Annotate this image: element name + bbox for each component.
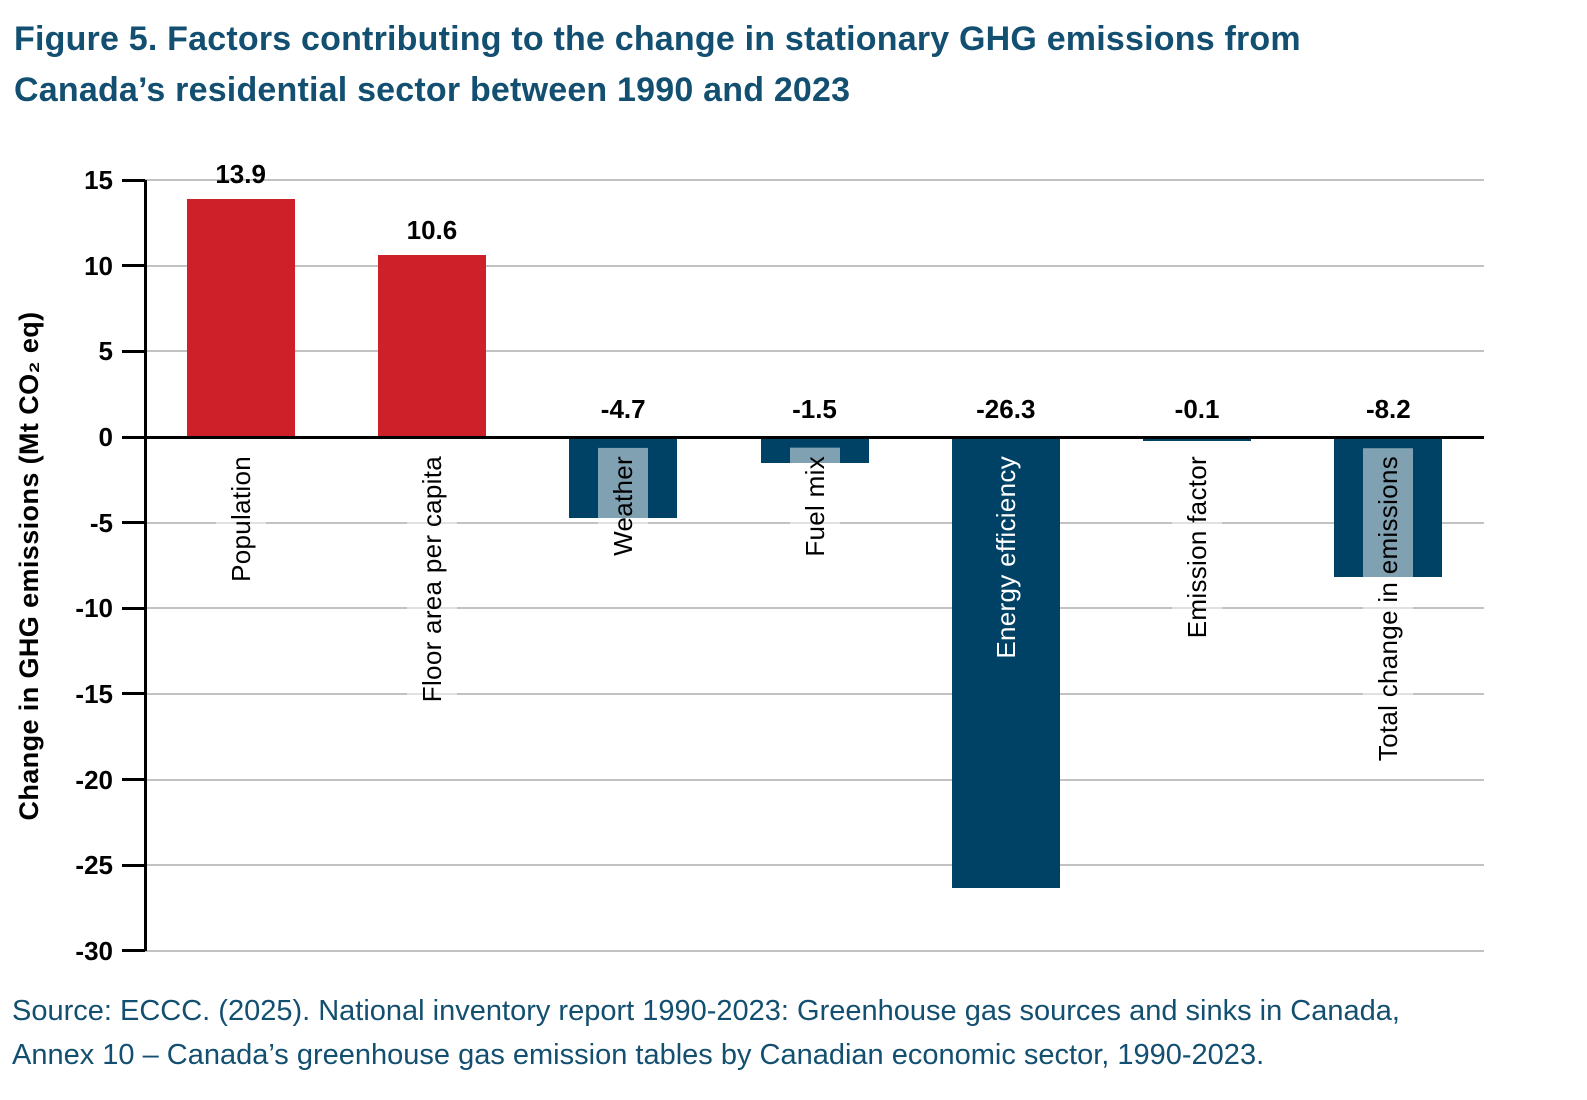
bar-value-label: -26.3 [976,394,1036,424]
y-tick [122,521,145,525]
bar-category-label: Fuel mix [789,448,840,565]
bar-value-label: 10.6 [406,215,458,246]
y-tick-label: 15 [84,165,113,196]
bar [951,437,1060,888]
source-note: Source: ECCC. (2025). National inventory… [12,995,1400,1071]
y-tick [122,949,145,953]
y-tick-label: -25 [75,850,113,881]
bar-value-label: -4.7 [600,394,646,424]
y-tick-label: -10 [75,593,113,624]
bar-category-label: Total change in emissions [1363,448,1414,770]
bar-category-label: Emission factor [1172,448,1223,647]
grid-line [145,264,1484,267]
y-tick-label: 5 [98,336,113,367]
bar [1143,437,1252,441]
y-tick [122,435,145,439]
y-tick [122,178,145,182]
y-tick-label: 10 [84,250,113,281]
y-axis-line [143,180,147,951]
grid-line [145,778,1484,781]
bar-category-label: Floor area per capita [406,448,457,711]
y-tick-label: -20 [75,764,113,795]
y-tick [122,606,145,610]
bar-category-label: Population [215,448,266,590]
bar [377,255,486,437]
bar-category-label: Weather [598,448,649,564]
grid-line [145,692,1484,695]
y-tick [122,863,145,867]
grid-line [145,179,1484,182]
y-tick [122,692,145,696]
bar-value-label: 13.9 [215,158,266,189]
grid-line [145,350,1484,353]
bar-value-label: -8.2 [1365,394,1411,424]
bar-category-label: Energy efficiency [990,456,1021,659]
y-tick-label: 0 [98,422,113,452]
grid-line [145,864,1484,867]
y-tick-label: -5 [89,507,113,538]
y-tick-label: -30 [75,935,113,966]
bar [186,198,295,437]
y-axis-title: Change in GHG emissions (Mt CO₂ eq) [14,311,44,821]
y-tick [122,778,145,782]
y-tick [122,349,145,353]
grid-line [145,607,1484,610]
bar-value-label: -0.1 [1174,394,1220,424]
bar-value-label: -1.5 [792,394,837,424]
y-tick-label: -15 [75,678,113,709]
y-tick [122,264,145,268]
grid-line [145,949,1484,952]
figure-title: Figure 5. Factors contributing to the ch… [14,20,1301,109]
zero-line [145,435,1484,439]
